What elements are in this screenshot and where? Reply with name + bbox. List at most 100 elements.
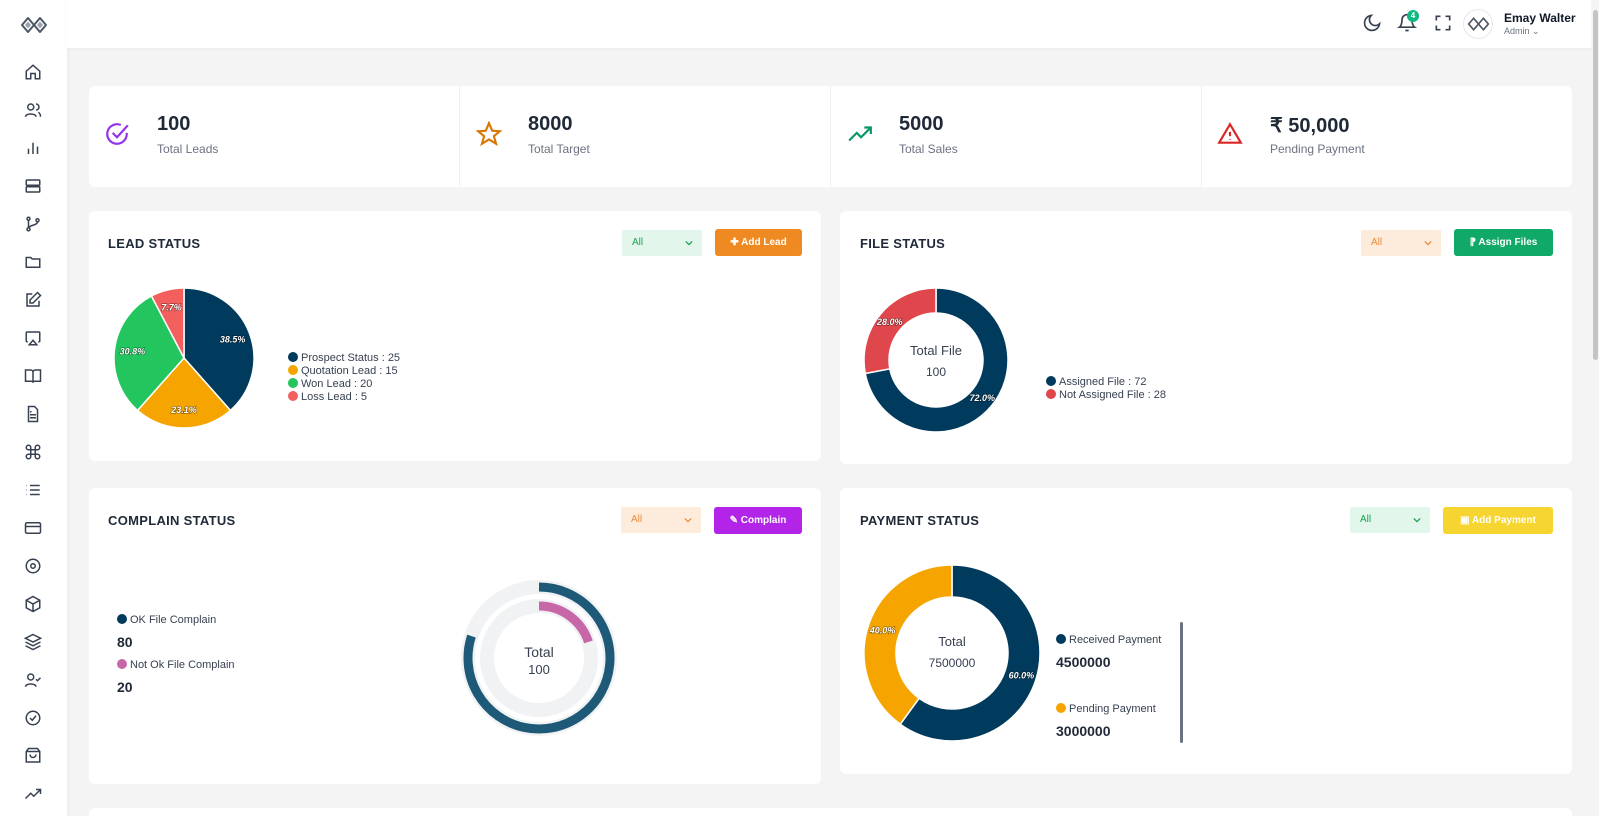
- chevron-down-icon: [1413, 517, 1421, 523]
- git-branch-icon[interactable]: [24, 215, 42, 233]
- stat-label-target: Total Target: [528, 142, 590, 156]
- assign-files-button[interactable]: ⁋ Assign Files: [1454, 229, 1553, 256]
- alert-triangle-icon: [1217, 122, 1243, 144]
- scrollbar-track[interactable]: [1591, 0, 1599, 816]
- add-lead-button[interactable]: ✚ Add Lead: [715, 229, 802, 256]
- pending-value: 3000000: [1056, 723, 1111, 739]
- home-icon[interactable]: [24, 63, 42, 81]
- bar-chart-icon[interactable]: [24, 139, 42, 157]
- notification-badge: 4: [1407, 10, 1419, 22]
- command-icon[interactable]: [24, 443, 42, 461]
- chevron-down-icon: ⌄: [1532, 26, 1540, 36]
- stat-label-sales: Total Sales: [899, 142, 958, 156]
- stat-label-leads: Total Leads: [157, 142, 219, 156]
- legend-scrollbar[interactable]: [1180, 622, 1183, 743]
- complain-bar-1[interactable]: [538, 601, 593, 644]
- users-icon[interactable]: [24, 101, 42, 119]
- user-check-icon[interactable]: [24, 671, 42, 689]
- file-center-title: Total File: [910, 343, 962, 358]
- check-circle-icon: [106, 123, 129, 145]
- file-slice-1[interactable]: [863, 287, 937, 375]
- lead-slice-label-3: 7.7%: [161, 303, 182, 313]
- stat-value-pending: ₹ 50,000: [1270, 115, 1350, 137]
- chevron-down-icon: [1424, 240, 1432, 246]
- not-ok-complain-value: 20: [117, 679, 133, 695]
- legend-not-ok-complain: Not Ok File Complain: [117, 659, 235, 672]
- folder-icon[interactable]: [24, 253, 42, 271]
- lead-legend: Prospect Status : 25 Quotation Lead : 15…: [288, 352, 400, 404]
- complain-status-filter[interactable]: All: [621, 507, 701, 533]
- lead-status-filter[interactable]: All: [622, 230, 702, 256]
- legend-won: Won Lead : 20: [288, 378, 400, 391]
- lead-slice-label-1: 23.1%: [170, 405, 197, 415]
- lead-slice-label-2: 30.8%: [120, 347, 146, 357]
- file-status-title: FILE STATUS: [860, 236, 946, 251]
- ok-complain-value: 80: [117, 634, 133, 650]
- shopping-bag-icon[interactable]: [24, 747, 42, 765]
- legend-pending: Pending Payment: [1056, 703, 1156, 716]
- payment-slice-0[interactable]: [899, 564, 1041, 742]
- fullscreen-icon[interactable]: [1433, 13, 1453, 33]
- box-icon[interactable]: [24, 595, 42, 613]
- book-open-icon[interactable]: [24, 367, 42, 385]
- layers-icon[interactable]: [23, 633, 43, 651]
- disc-icon[interactable]: [24, 557, 42, 575]
- complain-center-title: Total: [524, 644, 554, 660]
- payment-slice-label-0: 60.0%: [1009, 671, 1035, 681]
- user-role[interactable]: Admin ⌄: [1504, 26, 1540, 36]
- file-status-donut: 72.0% 28.0% Total File 100: [863, 287, 1009, 433]
- file-slice-0[interactable]: [864, 287, 1009, 433]
- stat-value-sales: 5000: [899, 113, 944, 135]
- file-text-icon[interactable]: [24, 405, 42, 423]
- server-icon[interactable]: [24, 177, 42, 195]
- lead-slice-0[interactable]: [183, 287, 255, 412]
- payment-status-title: PAYMENT STATUS: [860, 513, 980, 528]
- app-logo[interactable]: [20, 14, 48, 36]
- sidebar: [0, 0, 67, 816]
- trending-up-icon[interactable]: [24, 785, 42, 803]
- received-value: 4500000: [1056, 654, 1111, 670]
- payment-status-donut: 60.0% 40.0% Total 7500000: [863, 564, 1041, 742]
- lead-slice-2[interactable]: [113, 295, 185, 412]
- complain-button[interactable]: ✎ Complain: [714, 507, 802, 534]
- legend-quotation: Quotation Lead : 15: [288, 365, 400, 378]
- legend-assigned: Assigned File : 72: [1046, 376, 1166, 389]
- legend-ok-complain: OK File Complain: [117, 614, 216, 627]
- chevron-down-icon: [684, 517, 692, 523]
- payment-center-value: 7500000: [929, 656, 976, 670]
- credit-card-icon[interactable]: [24, 519, 42, 537]
- payment-slice-label-1: 40.0%: [869, 625, 896, 635]
- lead-status-pie: 38.5% 23.1% 30.8% 7.7%: [113, 287, 255, 429]
- lead-slice-3[interactable]: [150, 287, 185, 359]
- star-icon: [476, 121, 502, 147]
- complain-status-radial: Total 100: [461, 580, 617, 736]
- legend-loss: Loss Lead : 5: [288, 391, 400, 404]
- lead-status-title: LEAD STATUS: [108, 236, 201, 251]
- trending-up-icon: [848, 126, 872, 142]
- airplay-icon[interactable]: [24, 329, 42, 347]
- stat-label-pending: Pending Payment: [1270, 142, 1365, 156]
- file-center-value: 100: [926, 365, 946, 379]
- stat-value-leads: 100: [157, 113, 191, 135]
- payment-slice-1[interactable]: [863, 564, 953, 726]
- scrollbar-thumb[interactable]: [1593, 10, 1598, 360]
- add-payment-button[interactable]: ▣ Add Payment: [1443, 507, 1553, 534]
- edit-icon[interactable]: [24, 291, 42, 309]
- payment-status-filter[interactable]: All: [1350, 507, 1430, 533]
- lead-slice-1[interactable]: [136, 356, 232, 429]
- moon-icon[interactable]: [1362, 13, 1382, 33]
- next-card: [89, 808, 1572, 816]
- avatar[interactable]: [1463, 9, 1493, 39]
- complain-status-title: COMPLAIN STATUS: [108, 513, 236, 528]
- legend-received: Received Payment: [1056, 634, 1161, 647]
- topbar: [67, 0, 1599, 48]
- complain-status-card: [89, 488, 821, 784]
- stats-card: [89, 86, 1572, 187]
- user-name[interactable]: Emay Walter: [1504, 11, 1576, 25]
- legend-prospect: Prospect Status : 25: [288, 352, 400, 365]
- file-status-filter[interactable]: All: [1361, 230, 1441, 256]
- complain-center-value: 100: [528, 662, 550, 677]
- complain-bar-0[interactable]: [463, 582, 615, 734]
- list-icon[interactable]: [24, 481, 42, 499]
- check-circle-icon[interactable]: [24, 709, 42, 727]
